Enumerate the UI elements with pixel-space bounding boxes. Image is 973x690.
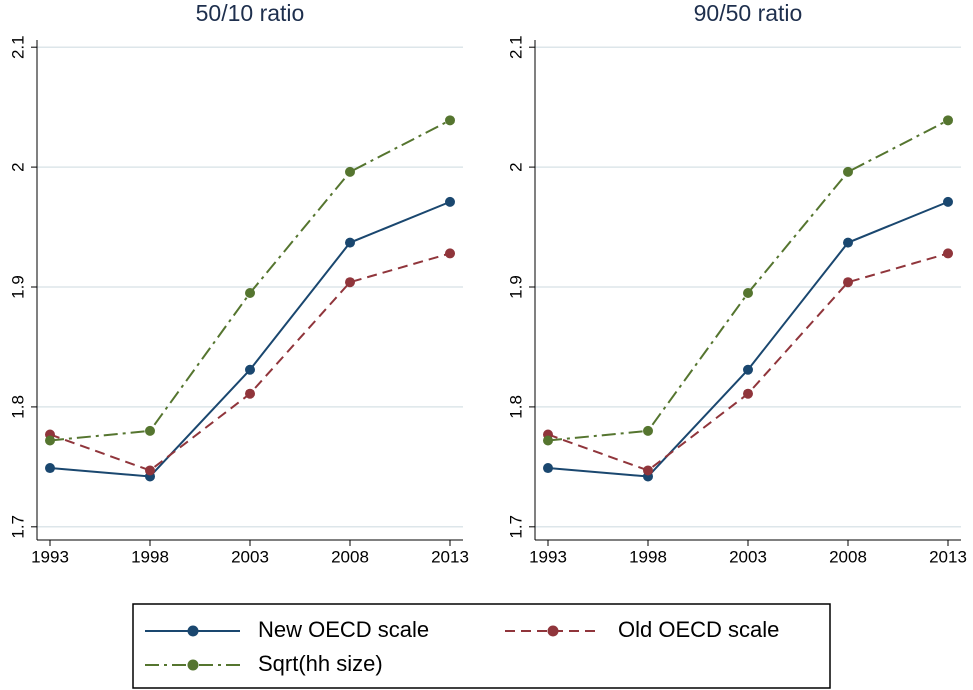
data-point (743, 388, 753, 399)
series-line (49, 252, 451, 472)
data-point (445, 248, 455, 259)
data-point (245, 364, 255, 375)
y-tick-label: 2 (8, 162, 27, 171)
data-point (345, 166, 355, 177)
legend-marker (187, 625, 199, 637)
data-point (445, 196, 455, 207)
data-point (245, 388, 255, 399)
data-point (345, 237, 355, 248)
x-tick-label: 1998 (629, 547, 667, 566)
x-tick-label: 1993 (529, 547, 567, 566)
data-point (445, 115, 455, 126)
data-point (345, 277, 355, 288)
legend-label: New OECD scale (258, 617, 429, 642)
data-point (743, 364, 753, 375)
data-point (843, 237, 853, 248)
chart-title: 90/50 ratio (694, 0, 803, 26)
data-point (643, 425, 653, 436)
data-point (743, 287, 753, 298)
legend-marker (187, 659, 199, 671)
x-tick-label: 2013 (929, 547, 967, 566)
legend-label: Old OECD scale (618, 617, 779, 642)
legend-box (132, 603, 831, 689)
data-point (45, 463, 55, 474)
data-point (145, 465, 155, 476)
data-point (45, 435, 55, 446)
data-point (943, 196, 953, 207)
y-tick-label: 1.8 (506, 395, 525, 419)
x-tick-label: 2003 (231, 547, 269, 566)
x-tick-label: 2003 (729, 547, 767, 566)
x-tick-label: 1993 (31, 547, 69, 566)
chart-title: 50/10 ratio (196, 0, 305, 26)
y-tick-label: 1.9 (506, 275, 525, 299)
y-tick-label: 2.1 (506, 35, 525, 59)
data-point (943, 115, 953, 126)
data-point (643, 465, 653, 476)
data-point (543, 435, 553, 446)
data-point (543, 463, 553, 474)
data-point (843, 166, 853, 177)
y-tick-label: 2 (506, 162, 525, 171)
legend-marker (547, 625, 559, 637)
data-point (843, 277, 853, 288)
y-tick-label: 1.7 (506, 515, 525, 539)
x-tick-label: 1998 (131, 547, 169, 566)
data-point (943, 248, 953, 259)
legend-label: Sqrt(hh size) (258, 651, 383, 676)
series-line (547, 252, 949, 472)
data-point (245, 287, 255, 298)
y-tick-label: 2.1 (8, 35, 27, 59)
data-point (145, 425, 155, 436)
y-tick-label: 1.7 (8, 515, 27, 539)
x-tick-label: 2008 (829, 547, 867, 566)
x-tick-label: 2013 (431, 547, 469, 566)
x-tick-label: 2008 (331, 547, 369, 566)
y-tick-label: 1.8 (8, 395, 27, 419)
y-tick-label: 1.9 (8, 275, 27, 299)
